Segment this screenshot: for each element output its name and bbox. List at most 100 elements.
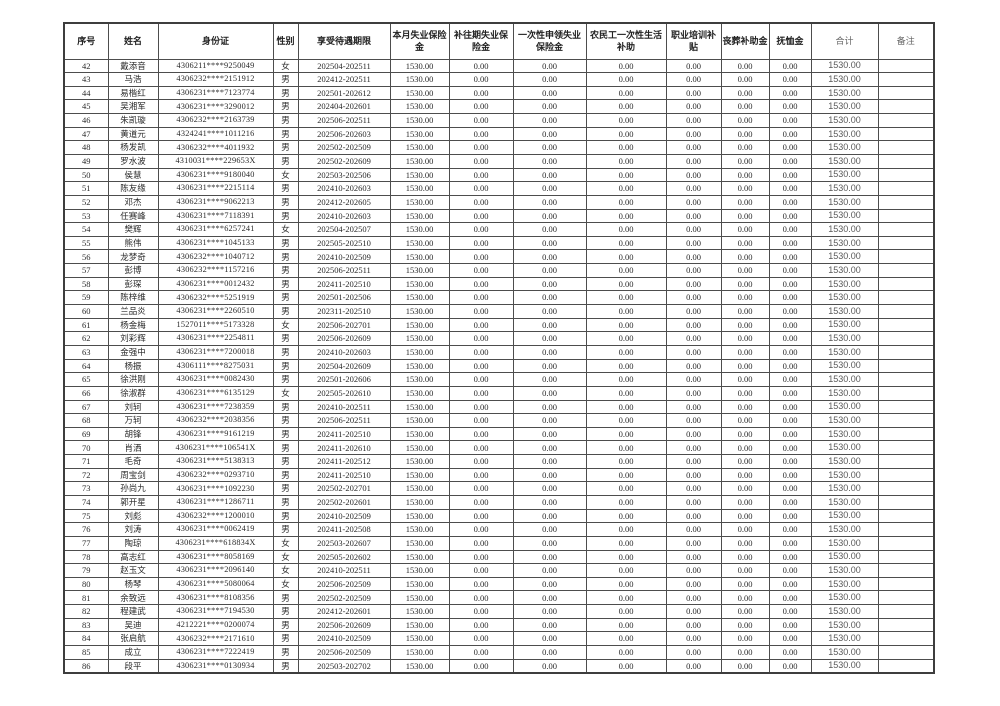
cell-backpay-benefit: 0.00	[448, 304, 514, 319]
cell-gender: 男	[272, 604, 299, 619]
table-row: 86 段平 4306231****0130934 男 202503-202702 1530…	[63, 658, 935, 674]
cell-id-number: 4306231****3290012	[157, 99, 274, 115]
cell-total: 1530.00	[810, 645, 879, 660]
cell-name: 任赛峰	[107, 208, 159, 224]
cell-backpay-benefit: 0.00	[448, 576, 514, 592]
cell-migrant-subsidy: 0.00	[585, 522, 667, 537]
cell-pension: 0.00	[768, 181, 812, 196]
cell-gender: 男	[272, 181, 299, 196]
cell-funeral-subsidy: 0.00	[720, 99, 770, 115]
cell-benefit-period: 202502-202701	[297, 481, 391, 496]
cell-pension: 0.00	[768, 576, 812, 592]
cell-training-subsidy: 0.00	[665, 440, 722, 456]
cell-total: 1530.00	[810, 249, 879, 265]
cell-name: 黄道元	[107, 126, 159, 142]
cell-lumpsum-benefit: 0.00	[512, 85, 587, 101]
cell-name: 侯慧	[107, 167, 159, 183]
cell-pension: 0.00	[768, 413, 812, 428]
cell-index: 78	[63, 549, 109, 565]
cell-index: 70	[63, 440, 109, 456]
cell-benefit-period: 202506-202511	[297, 413, 391, 428]
cell-gender: 男	[272, 481, 299, 496]
cell-monthly-benefit: 1530.00	[389, 58, 450, 74]
cell-backpay-benefit: 0.00	[448, 126, 514, 142]
cell-name: 赵玉文	[107, 563, 159, 578]
cell-id-number: 4306111****8275031	[157, 358, 274, 374]
cell-funeral-subsidy: 0.00	[720, 440, 770, 456]
cell-name: 易楷红	[107, 85, 159, 101]
cell-benefit-period: 202501-202506	[297, 290, 391, 306]
cell-monthly-benefit: 1530.00	[389, 481, 450, 496]
table-row: 68 万轲 4306232****2038356 男 202506-202511 1530…	[63, 413, 935, 428]
cell-remark	[877, 590, 935, 606]
cell-backpay-benefit: 0.00	[448, 590, 514, 606]
cell-name: 高志红	[107, 549, 159, 565]
cell-name: 成立	[107, 645, 159, 660]
cell-benefit-period: 202506-202603	[297, 126, 391, 142]
cell-id-number: 4306231****2215114	[157, 181, 274, 196]
cell-monthly-benefit: 1530.00	[389, 290, 450, 306]
cell-id-number: 4306232****1157216	[157, 263, 274, 278]
cell-id-number: 4306231****8058169	[157, 549, 274, 565]
cell-migrant-subsidy: 0.00	[585, 440, 667, 456]
cell-name: 段平	[107, 658, 159, 674]
cell-funeral-subsidy: 0.00	[720, 563, 770, 578]
cell-monthly-benefit: 1530.00	[389, 113, 450, 128]
cell-id-number: 4306231****7200018	[157, 344, 274, 360]
cell-name: 朱凯璇	[107, 113, 159, 128]
cell-id-number: 4306231****8108356	[157, 590, 274, 606]
cell-monthly-benefit: 1530.00	[389, 440, 450, 456]
cell-backpay-benefit: 0.00	[448, 645, 514, 660]
cell-training-subsidy: 0.00	[665, 317, 722, 333]
cell-migrant-subsidy: 0.00	[585, 181, 667, 196]
cell-training-subsidy: 0.00	[665, 140, 722, 155]
cell-training-subsidy: 0.00	[665, 181, 722, 196]
cell-index: 56	[63, 249, 109, 265]
cell-remark	[877, 454, 935, 469]
cell-migrant-subsidy: 0.00	[585, 631, 667, 647]
cell-monthly-benefit: 1530.00	[389, 181, 450, 196]
cell-gender: 男	[272, 522, 299, 537]
cell-remark	[877, 372, 935, 387]
cell-funeral-subsidy: 0.00	[720, 317, 770, 333]
cell-pension: 0.00	[768, 222, 812, 237]
cell-backpay-benefit: 0.00	[448, 658, 514, 674]
cell-benefit-period: 202410-202511	[297, 563, 391, 578]
column-header: 职业培训补贴	[665, 22, 722, 60]
cell-index: 51	[63, 181, 109, 196]
cell-migrant-subsidy: 0.00	[585, 113, 667, 128]
cell-index: 45	[63, 99, 109, 115]
table-row: 49 罗水波 4310031****229653X 男 202502-202609 153…	[63, 153, 935, 169]
cell-lumpsum-benefit: 0.00	[512, 495, 587, 510]
cell-index: 86	[63, 658, 109, 674]
cell-remark	[877, 508, 935, 524]
cell-lumpsum-benefit: 0.00	[512, 331, 587, 346]
cell-training-subsidy: 0.00	[665, 358, 722, 374]
cell-remark	[877, 399, 935, 415]
cell-pension: 0.00	[768, 153, 812, 169]
cell-lumpsum-benefit: 0.00	[512, 617, 587, 633]
cell-monthly-benefit: 1530.00	[389, 208, 450, 224]
cell-monthly-benefit: 1530.00	[389, 604, 450, 619]
table-row: 46 朱凯璇 4306232****2163739 男 202506-202511 153…	[63, 113, 935, 128]
cell-migrant-subsidy: 0.00	[585, 344, 667, 360]
cell-remark	[877, 249, 935, 265]
cell-monthly-benefit: 1530.00	[389, 276, 450, 292]
cell-gender: 女	[272, 58, 299, 74]
cell-pension: 0.00	[768, 58, 812, 74]
cell-training-subsidy: 0.00	[665, 304, 722, 319]
cell-training-subsidy: 0.00	[665, 590, 722, 606]
table-row: 69 胡锋 4306231****9161219 男 202411-202510 1530…	[63, 426, 935, 442]
cell-remark	[877, 181, 935, 196]
cell-remark	[877, 413, 935, 428]
cell-training-subsidy: 0.00	[665, 576, 722, 592]
cell-remark	[877, 99, 935, 115]
cell-lumpsum-benefit: 0.00	[512, 440, 587, 456]
cell-gender: 女	[272, 535, 299, 551]
cell-training-subsidy: 0.00	[665, 454, 722, 469]
cell-pension: 0.00	[768, 604, 812, 619]
table-row: 80 杨琴 4306231****5080064 女 202506-202509 1530…	[63, 576, 935, 592]
cell-funeral-subsidy: 0.00	[720, 522, 770, 537]
header-row: 序号 姓名 身份证 性别 享受待遇期限 本月失业保险金 补往期失业保险金 一次性申领失业保险金…	[63, 22, 935, 60]
cell-monthly-benefit: 1530.00	[389, 385, 450, 401]
